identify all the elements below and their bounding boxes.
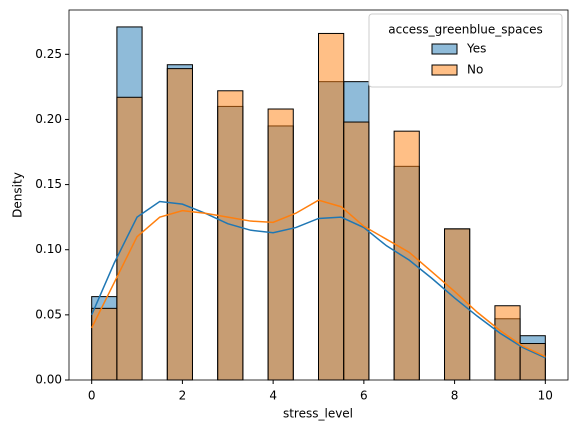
kde-line — [90, 200, 546, 359]
x-axis-label: stress_level — [283, 407, 353, 421]
y-tick-label: 0.00 — [35, 373, 62, 387]
bar — [267, 108, 294, 381]
legend-box — [368, 13, 563, 88]
y-tick-label: 0.25 — [35, 47, 62, 61]
y-tick-label: 0.15 — [35, 177, 62, 191]
x-tick-label: 8 — [451, 389, 459, 403]
bar — [116, 96, 143, 381]
bar — [519, 343, 546, 381]
x-tick-label: 4 — [269, 389, 277, 403]
bar — [217, 90, 244, 381]
x-tick-label: 2 — [179, 389, 187, 403]
bar — [343, 121, 370, 381]
y-tick-label: 0.10 — [35, 242, 62, 256]
bar — [393, 130, 420, 381]
y-axis-label: Density — [11, 172, 25, 218]
y-tick-label: 0.05 — [35, 307, 62, 321]
y-tick-label: 0.20 — [35, 112, 62, 126]
legend-label: Yes — [466, 42, 486, 56]
legend-swatch — [431, 43, 458, 55]
axes-frame — [68, 9, 569, 381]
legend-swatch — [431, 64, 458, 76]
x-tick-label: 0 — [88, 389, 96, 403]
kde-line — [91, 199, 546, 358]
legend-title: access_greenblue_spaces — [388, 23, 543, 37]
legend-label: No — [467, 63, 483, 77]
x-tick-label: 10 — [538, 389, 553, 403]
bar — [166, 68, 193, 381]
x-tick-label: 6 — [360, 389, 368, 403]
bar — [444, 228, 471, 381]
